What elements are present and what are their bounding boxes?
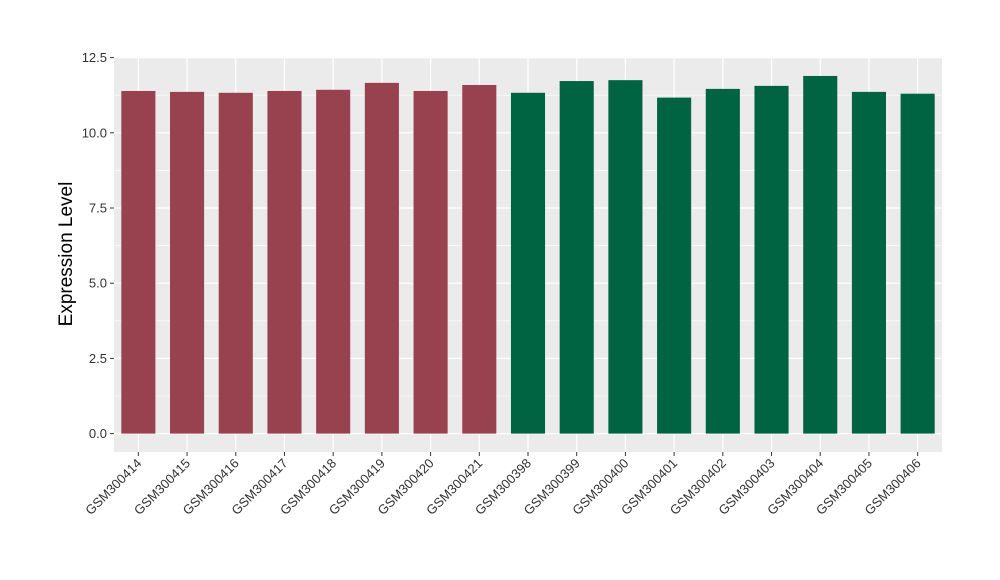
- bars: [121, 75, 935, 434]
- bar: [900, 93, 935, 434]
- bar: [754, 85, 789, 434]
- y-axis: 0.0 2.5 5.0 7.5 10.0 12.5: [82, 50, 114, 441]
- bar: [364, 82, 399, 434]
- y-tick-label: 10.0: [82, 125, 107, 140]
- bar: [218, 92, 253, 434]
- bar: [316, 89, 351, 434]
- x-axis: GSM300414GSM300415GSM300416GSM300417GSM3…: [82, 452, 924, 518]
- bar: [705, 88, 740, 434]
- bar: [267, 90, 302, 434]
- bar: [170, 91, 205, 434]
- bar: [121, 90, 156, 434]
- bar: [510, 92, 546, 434]
- y-tick-label: 7.5: [89, 201, 107, 216]
- y-tick-label: 5.0: [89, 276, 107, 291]
- bar: [657, 97, 692, 434]
- bar: [413, 90, 448, 434]
- y-axis-title: Expression Level: [56, 182, 77, 327]
- y-tick-label: 0.0: [89, 426, 107, 441]
- bar: [559, 81, 594, 434]
- bar: [462, 84, 497, 434]
- y-tick-label: 12.5: [82, 50, 107, 65]
- bar: [851, 91, 886, 434]
- y-tick-label: 2.5: [89, 351, 107, 366]
- bar: [803, 75, 838, 434]
- bar: [608, 80, 643, 434]
